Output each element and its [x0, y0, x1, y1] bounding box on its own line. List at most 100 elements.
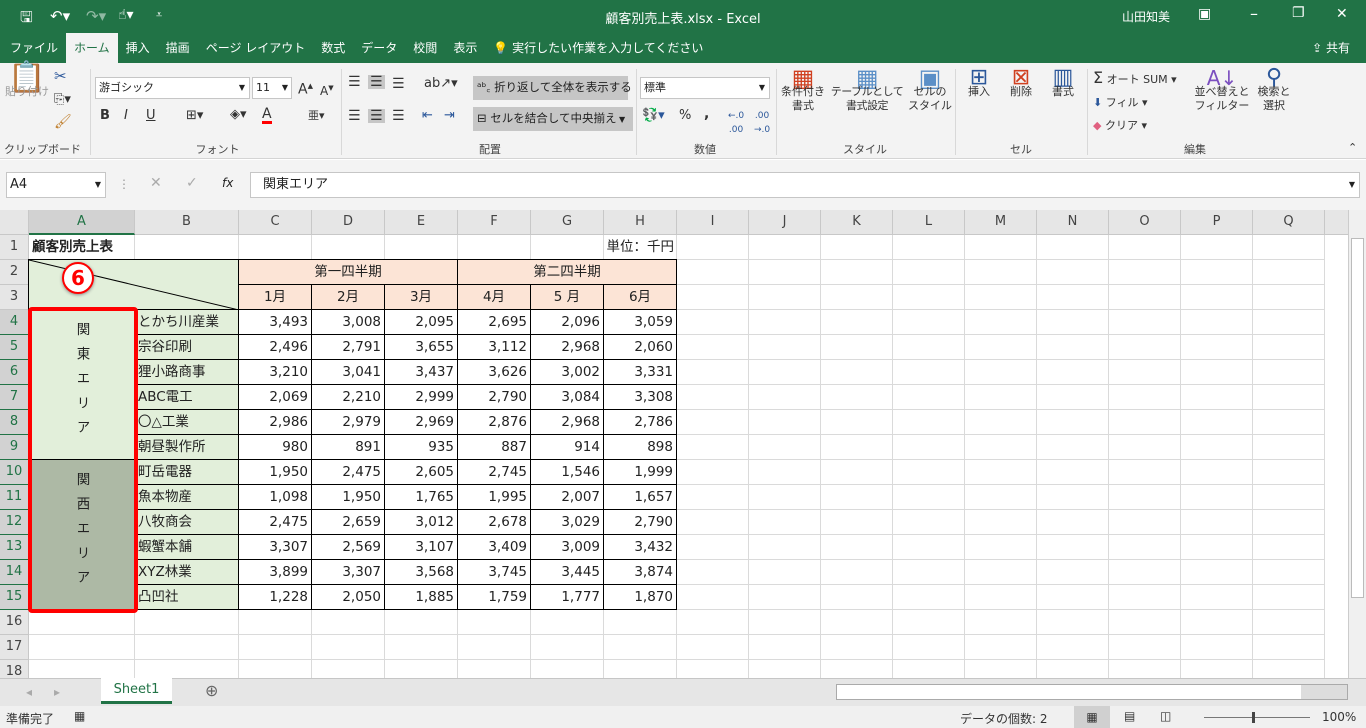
cell[interactable] — [677, 285, 749, 310]
cell[interactable] — [821, 235, 893, 260]
cell[interactable] — [1037, 510, 1109, 535]
ribbon-display-icon[interactable]: ▣ — [1198, 6, 1212, 22]
cell[interactable] — [821, 435, 893, 460]
cell[interactable] — [1037, 310, 1109, 335]
cell[interactable] — [821, 510, 893, 535]
vertical-scrollbar[interactable] — [1348, 210, 1366, 678]
cell[interactable] — [1037, 535, 1109, 560]
row-header-5[interactable]: 5 — [0, 335, 29, 360]
cell[interactable] — [677, 610, 749, 635]
unit-label[interactable]: 単位：千円 — [606, 239, 675, 255]
cell[interactable] — [821, 535, 893, 560]
value-cell[interactable]: 935 — [384, 434, 458, 460]
cell[interactable] — [965, 660, 1037, 678]
cell[interactable] — [458, 635, 531, 660]
cell[interactable] — [1253, 385, 1325, 410]
column-header-K[interactable]: K — [821, 210, 893, 235]
value-cell[interactable]: 3,437 — [384, 359, 458, 385]
decrease-indent-icon[interactable]: ⇤ — [422, 108, 433, 123]
cell[interactable] — [893, 610, 965, 635]
cell[interactable] — [677, 410, 749, 435]
align-left-icon[interactable]: ☰ — [348, 108, 361, 124]
row-header-2[interactable]: 2 — [0, 260, 29, 285]
cell[interactable] — [312, 660, 385, 678]
cell[interactable] — [677, 385, 749, 410]
cell[interactable] — [893, 310, 965, 335]
value-cell[interactable]: 2,069 — [238, 384, 312, 410]
align-top-icon[interactable]: ☰ — [348, 74, 361, 90]
value-cell[interactable]: 2,659 — [311, 509, 385, 535]
cell[interactable] — [893, 485, 965, 510]
month-header[interactable]: 5 月 — [530, 284, 604, 310]
cell[interactable] — [1109, 560, 1181, 585]
cell[interactable] — [677, 635, 749, 660]
cell[interactable] — [965, 460, 1037, 485]
cell[interactable] — [965, 410, 1037, 435]
customer-name[interactable]: XYZ林業 — [134, 559, 239, 585]
cell[interactable] — [1109, 335, 1181, 360]
row-header-15[interactable]: 15 — [0, 585, 29, 610]
formula-input[interactable]: 関東エリア ▼ — [250, 172, 1360, 198]
find-select-button[interactable]: ⚲ 検索と 選択 — [1254, 67, 1294, 113]
month-header[interactable]: 6月 — [603, 284, 677, 310]
cell[interactable] — [677, 260, 749, 285]
phonetic-icon[interactable]: 亜▾ — [308, 109, 325, 122]
cell[interactable] — [1037, 410, 1109, 435]
value-cell[interactable]: 3,002 — [530, 359, 604, 385]
value-cell[interactable]: 3,409 — [457, 534, 531, 560]
value-cell[interactable]: 1,950 — [238, 459, 312, 485]
corner-cell[interactable] — [28, 259, 239, 310]
cell[interactable] — [1181, 435, 1253, 460]
format-as-table-button[interactable]: ▦ テーブルとして 書式設定 — [829, 66, 905, 113]
value-cell[interactable]: 3,874 — [603, 559, 677, 585]
cell[interactable] — [965, 260, 1037, 285]
normal-view-icon[interactable]: ▦ — [1074, 706, 1110, 728]
bold-button[interactable]: B — [100, 108, 110, 123]
value-cell[interactable]: 3,307 — [238, 534, 312, 560]
cell[interactable] — [1109, 260, 1181, 285]
cell[interactable] — [749, 310, 821, 335]
value-cell[interactable]: 1,759 — [457, 584, 531, 610]
cell[interactable] — [135, 635, 239, 660]
minimize-icon[interactable]: – — [1250, 4, 1258, 23]
cell[interactable] — [965, 385, 1037, 410]
quarter-header[interactable]: 第一四半期 — [238, 259, 458, 285]
format-painter-icon[interactable]: 🖌 — [54, 114, 72, 130]
value-cell[interactable]: 1,885 — [384, 584, 458, 610]
cell[interactable] — [1181, 610, 1253, 635]
cell[interactable] — [1181, 285, 1253, 310]
insert-cells-button[interactable]: ⊞ 挿入 — [960, 67, 998, 99]
cell[interactable] — [821, 485, 893, 510]
cell[interactable] — [1109, 660, 1181, 678]
quarter-header[interactable]: 第二四半期 — [457, 259, 677, 285]
comma-button[interactable]: , — [704, 106, 710, 122]
row-header-11[interactable]: 11 — [0, 485, 29, 510]
column-header-D[interactable]: D — [312, 210, 385, 235]
cell[interactable] — [965, 310, 1037, 335]
cell[interactable] — [893, 510, 965, 535]
value-cell[interactable]: 3,009 — [530, 534, 604, 560]
cell[interactable] — [749, 285, 821, 310]
cell[interactable] — [1253, 235, 1325, 260]
cell[interactable] — [385, 635, 458, 660]
cell[interactable] — [1109, 410, 1181, 435]
column-header-A[interactable]: A — [29, 210, 135, 235]
cell[interactable] — [749, 635, 821, 660]
column-header-F[interactable]: F — [458, 210, 531, 235]
increase-decimal-icon[interactable]: ←.0.00 — [728, 111, 745, 135]
autosum-button[interactable]: Σ オート SUM ▾ — [1093, 68, 1177, 87]
cell[interactable] — [1253, 360, 1325, 385]
row-header-12[interactable]: 12 — [0, 510, 29, 535]
percent-button[interactable]: % — [679, 108, 692, 123]
cell[interactable] — [1109, 535, 1181, 560]
cell[interactable] — [749, 410, 821, 435]
cell[interactable] — [1181, 410, 1253, 435]
row-header-1[interactable]: 1 — [0, 235, 29, 260]
column-header-P[interactable]: P — [1181, 210, 1253, 235]
cell[interactable] — [1181, 335, 1253, 360]
number-format-select[interactable]: 標準 ▼ — [640, 77, 770, 99]
tab-1[interactable]: ホーム — [66, 33, 118, 63]
cell[interactable] — [1109, 610, 1181, 635]
value-cell[interactable]: 3,626 — [457, 359, 531, 385]
cell[interactable] — [1037, 585, 1109, 610]
